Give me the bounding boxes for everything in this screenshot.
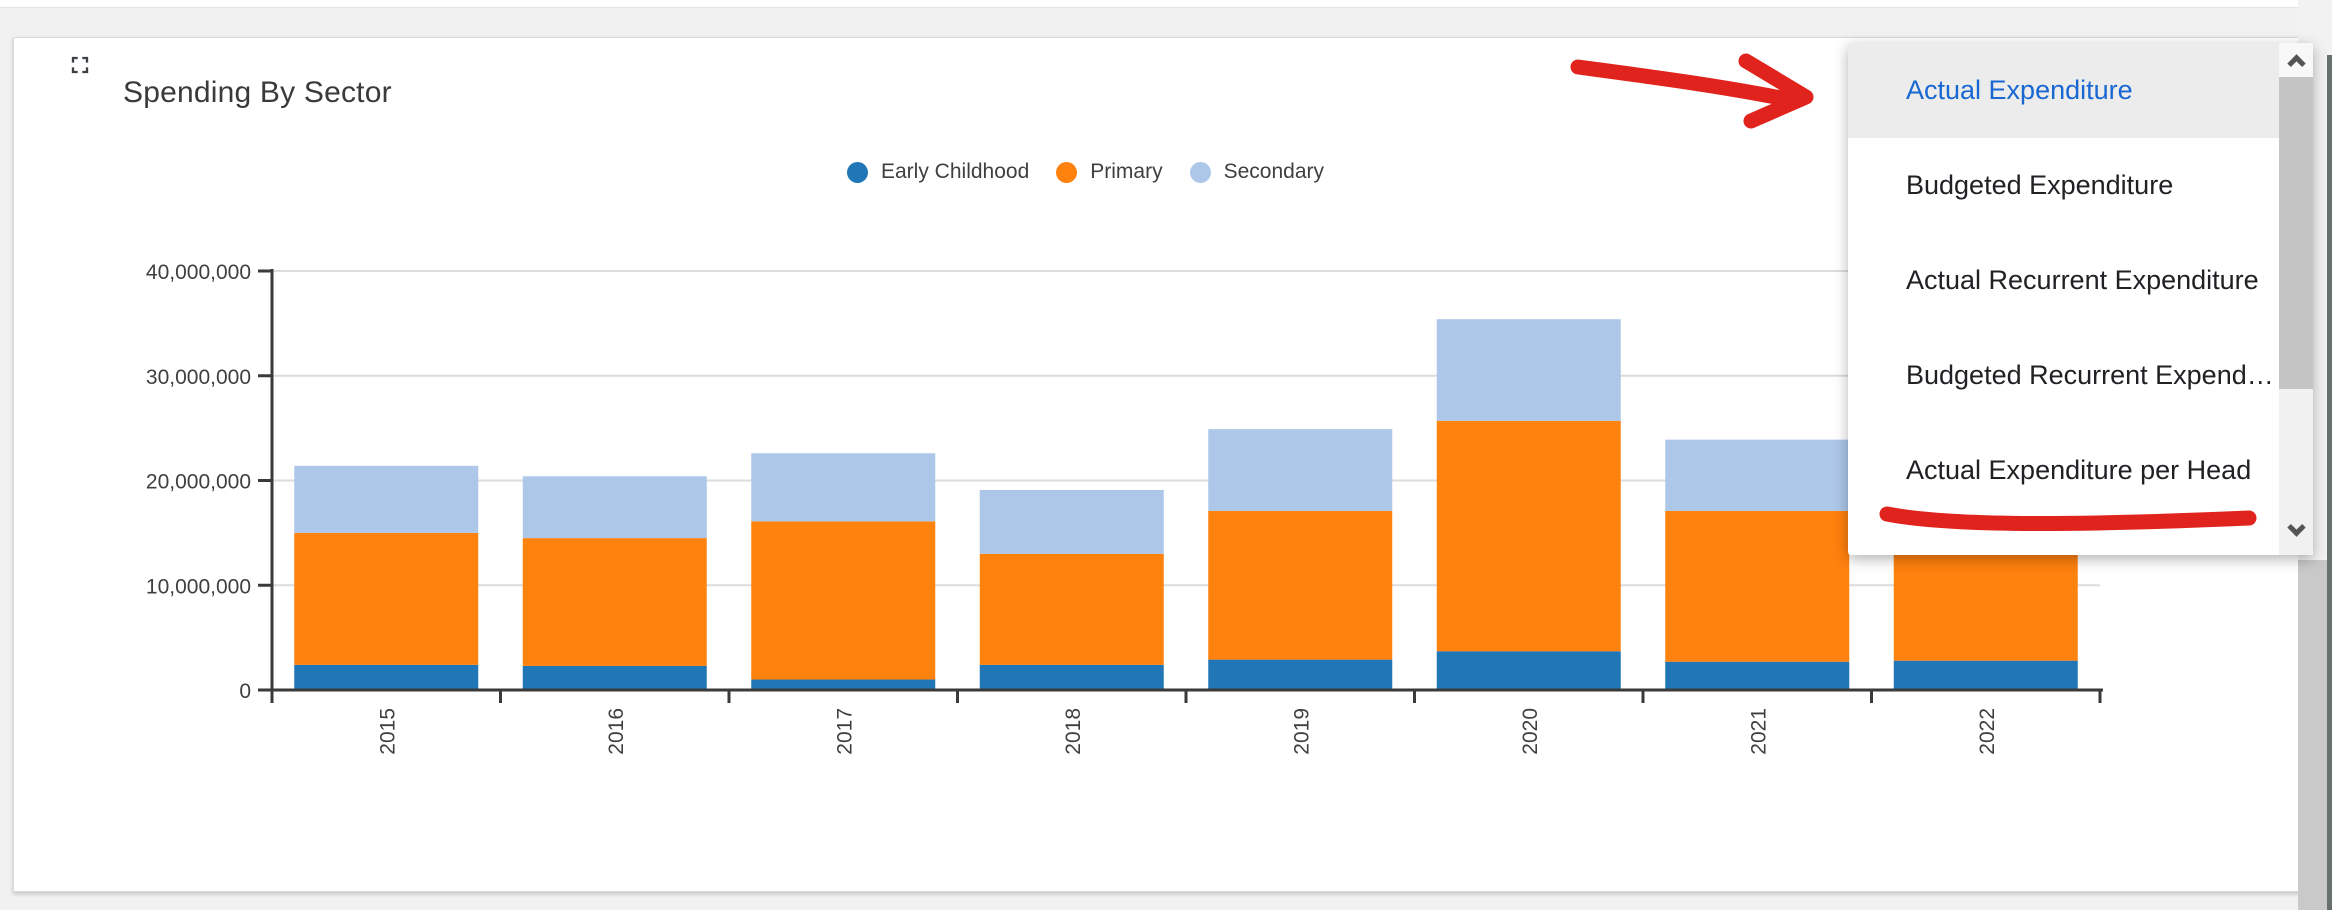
chevron-down-icon [2286, 517, 2306, 537]
bar-2021-secondary[interactable] [1665, 439, 1850, 511]
legend-label: Early Childhood [881, 160, 1030, 183]
legend-item-early-childhood[interactable]: Early Childhood [847, 160, 1029, 184]
scroll-up-button[interactable] [2279, 43, 2313, 77]
bar-2018-primary[interactable] [979, 553, 1164, 665]
bar-2019-secondary[interactable] [1208, 429, 1393, 511]
dropdown-options: Actual Expenditure Budgeted Expenditure … [1848, 43, 2279, 555]
primary-swatch-icon [1056, 161, 1078, 183]
page-background-strip [0, 9, 2332, 37]
legend-label: Secondary [1223, 160, 1325, 183]
fullscreen-icon [66, 56, 94, 83]
bar-2019-primary[interactable] [1208, 510, 1393, 660]
dropdown-scrollbar[interactable] [2279, 43, 2313, 555]
secondary-swatch-icon [1189, 161, 1211, 183]
bar-2016-secondary[interactable] [522, 476, 707, 539]
chart-legend: Early Childhood Primary Secondary [847, 160, 1324, 184]
bar-2020-secondary[interactable] [1436, 319, 1621, 421]
legend-label: Primary [1090, 160, 1163, 183]
dropdown-option-actual-expenditure[interactable]: Actual Expenditure [1848, 43, 2279, 138]
bar-2017-secondary[interactable] [751, 453, 936, 522]
bar-2017-primary[interactable] [751, 521, 936, 680]
bar-2020-primary[interactable] [1436, 420, 1621, 652]
bar-2018-secondary[interactable] [979, 489, 1164, 554]
bar-2015-secondary[interactable] [294, 465, 479, 533]
fullscreen-button[interactable] [66, 51, 94, 79]
bar-2015-early-childhood[interactable] [294, 664, 479, 690]
dropdown-option-actual-expenditure-per-head[interactable]: Actual Expenditure per Head [1906, 455, 2252, 485]
dropdown-option-actual-recurrent-expenditure[interactable]: Actual Recurrent Expenditure [1906, 265, 2259, 295]
dropdown-scrollbar-thumb[interactable] [2279, 77, 2313, 389]
early-childhood-swatch-icon [847, 161, 868, 183]
top-white-strip [0, 0, 2332, 8]
metric-dropdown-menu: Actual Expenditure Budgeted Expenditure … [1848, 43, 2313, 555]
legend-item-secondary[interactable]: Secondary [1189, 160, 1325, 184]
bar-2016-primary[interactable] [522, 538, 707, 666]
bar-2021-primary[interactable] [1665, 510, 1850, 662]
chart-title: Spending By Sector [123, 76, 392, 109]
bar-2022-early-childhood[interactable] [1893, 660, 2078, 690]
bar-2016-early-childhood[interactable] [522, 665, 707, 690]
bar-2020-early-childhood[interactable] [1436, 651, 1621, 690]
bar-2018-early-childhood[interactable] [979, 664, 1164, 690]
window-edge-line [2327, 55, 2332, 910]
dropdown-option-budgeted-recurrent-expenditure[interactable]: Budgeted Recurrent Expend… [1906, 360, 2274, 390]
bar-2019-early-childhood[interactable] [1208, 659, 1393, 690]
bar-2015-primary[interactable] [294, 532, 479, 665]
legend-item-primary[interactable]: Primary [1056, 160, 1163, 184]
page-scrollbar-thumb[interactable] [2298, 560, 2332, 910]
dropdown-option-budgeted-expenditure[interactable]: Budgeted Expenditure [1906, 170, 2174, 200]
scroll-down-button[interactable] [2279, 513, 2313, 547]
bar-2021-early-childhood[interactable] [1665, 661, 1850, 690]
bar-2017-early-childhood[interactable] [751, 679, 936, 690]
chevron-up-icon [2286, 53, 2306, 73]
